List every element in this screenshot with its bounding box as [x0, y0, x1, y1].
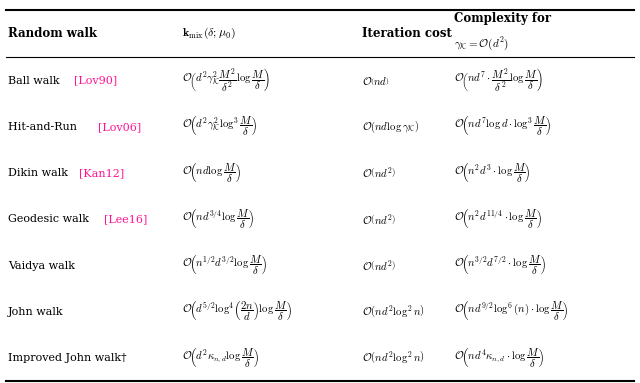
Text: Random walk: Random walk — [8, 27, 97, 40]
Text: [Lov90]: [Lov90] — [74, 75, 118, 85]
Text: Ball walk: Ball walk — [8, 75, 63, 85]
Text: [Lee16]: [Lee16] — [104, 214, 148, 224]
Text: $\mathcal{O}\!\left(d^2\gamma_{\mathcal{K}}^2\dfrac{M^2}{\delta^2}\log\dfrac{M}{: $\mathcal{O}\!\left(d^2\gamma_{\mathcal{… — [182, 67, 271, 94]
Text: $\mathcal{O}\!\left(nd\log\dfrac{M}{\delta}\right)$: $\mathcal{O}\!\left(nd\log\dfrac{M}{\del… — [182, 161, 241, 185]
Text: $\mathcal{O}\!\left(d^2\gamma_{\mathcal{K}}^2\log^3\dfrac{M}{\delta}\right)$: $\mathcal{O}\!\left(d^2\gamma_{\mathcal{… — [182, 115, 257, 139]
Text: $\mathcal{O}\left(nd^2\right)$: $\mathcal{O}\left(nd^2\right)$ — [362, 212, 396, 226]
Text: $\mathcal{O}\left(nd\log\gamma_{\mathcal{K}}\right)$: $\mathcal{O}\left(nd\log\gamma_{\mathcal… — [362, 119, 419, 135]
Text: $\mathcal{O}\left(nd^2\log^2 n\right)$: $\mathcal{O}\left(nd^2\log^2 n\right)$ — [362, 350, 424, 366]
Text: $\mathrm{\mathbf{k}}_{\mathrm{mix}}(\delta;\mu_0)$: $\mathrm{\mathbf{k}}_{\mathrm{mix}}(\del… — [182, 26, 236, 41]
Text: $\mathcal{O}\!\left(nd^{9/2}\log^6(n)\cdot\log\dfrac{M}{\delta}\right)$: $\mathcal{O}\!\left(nd^{9/2}\log^6(n)\cd… — [454, 300, 569, 323]
Text: $\mathcal{O}\left(nd^2\right)$: $\mathcal{O}\left(nd^2\right)$ — [362, 166, 396, 180]
Text: $\mathcal{O}\left(nd^2\right)$: $\mathcal{O}\left(nd^2\right)$ — [362, 258, 396, 273]
Text: Vaidya walk: Vaidya walk — [8, 260, 76, 270]
Text: [Lov06]: [Lov06] — [98, 122, 141, 132]
Text: $\mathcal{O}\!\left(nd^4\kappa_{n,d}\cdot\log\dfrac{M}{\delta}\right)$: $\mathcal{O}\!\left(nd^4\kappa_{n,d}\cdo… — [454, 346, 545, 370]
Text: $\mathcal{O}\!\left(nd^7\log d\cdot\log^3\dfrac{M}{\delta}\right)$: $\mathcal{O}\!\left(nd^7\log d\cdot\log^… — [454, 115, 552, 139]
Text: $\mathcal{O}\!\left(n^2d^3\cdot\log\dfrac{M}{\delta}\right)$: $\mathcal{O}\!\left(n^2d^3\cdot\log\dfra… — [454, 161, 531, 185]
Text: $\mathcal{O}\!\left(d^{5/2}\log^4\!\left(\dfrac{2n}{d}\right)\log\dfrac{M}{\delt: $\mathcal{O}\!\left(d^{5/2}\log^4\!\left… — [182, 300, 292, 323]
Text: $\mathcal{O}\!\left(d^2\kappa_{n,d}\log\dfrac{M}{\delta}\right)$: $\mathcal{O}\!\left(d^2\kappa_{n,d}\log\… — [182, 346, 259, 370]
Text: $\mathcal{O}\!\left(n^{3/2}d^{7/2}\cdot\log\dfrac{M}{\delta}\right)$: $\mathcal{O}\!\left(n^{3/2}d^{7/2}\cdot\… — [454, 254, 546, 277]
Text: [Kan12]: [Kan12] — [79, 168, 124, 178]
Text: $\mathcal{O}\!\left(nd^{3/4}\log\dfrac{M}{\delta}\right)$: $\mathcal{O}\!\left(nd^{3/4}\log\dfrac{M… — [182, 208, 255, 231]
Text: $\mathcal{O}\left(nd\right)$: $\mathcal{O}\left(nd\right)$ — [362, 75, 389, 87]
Text: Geodesic walk: Geodesic walk — [8, 214, 93, 224]
Text: John walk: John walk — [8, 307, 64, 317]
Text: Iteration cost: Iteration cost — [362, 27, 451, 40]
Text: Hit-and-Run: Hit-and-Run — [8, 122, 81, 132]
Text: Complexity for: Complexity for — [454, 13, 552, 25]
Text: $\mathcal{O}\left(nd^2\log^2 n\right)$: $\mathcal{O}\left(nd^2\log^2 n\right)$ — [362, 304, 424, 320]
Text: $\mathcal{O}\!\left(n^{1/2}d^{3/2}\log\dfrac{M}{\delta}\right)$: $\mathcal{O}\!\left(n^{1/2}d^{3/2}\log\d… — [182, 254, 268, 277]
Text: Dikin walk: Dikin walk — [8, 168, 72, 178]
Text: $\mathcal{O}\!\left(nd^7\cdot\dfrac{M^2}{\delta^2}\log\dfrac{M}{\delta}\right)$: $\mathcal{O}\!\left(nd^7\cdot\dfrac{M^2}… — [454, 67, 544, 94]
Text: $\gamma_{\mathcal{K}} = \mathcal{O}(d^2)$: $\gamma_{\mathcal{K}} = \mathcal{O}(d^2)… — [454, 34, 509, 52]
Text: $\mathcal{O}\!\left(n^2d^{11/4}\cdot\log\dfrac{M}{\delta}\right)$: $\mathcal{O}\!\left(n^2d^{11/4}\cdot\log… — [454, 208, 542, 231]
Text: Improved John walk†: Improved John walk† — [8, 353, 127, 363]
